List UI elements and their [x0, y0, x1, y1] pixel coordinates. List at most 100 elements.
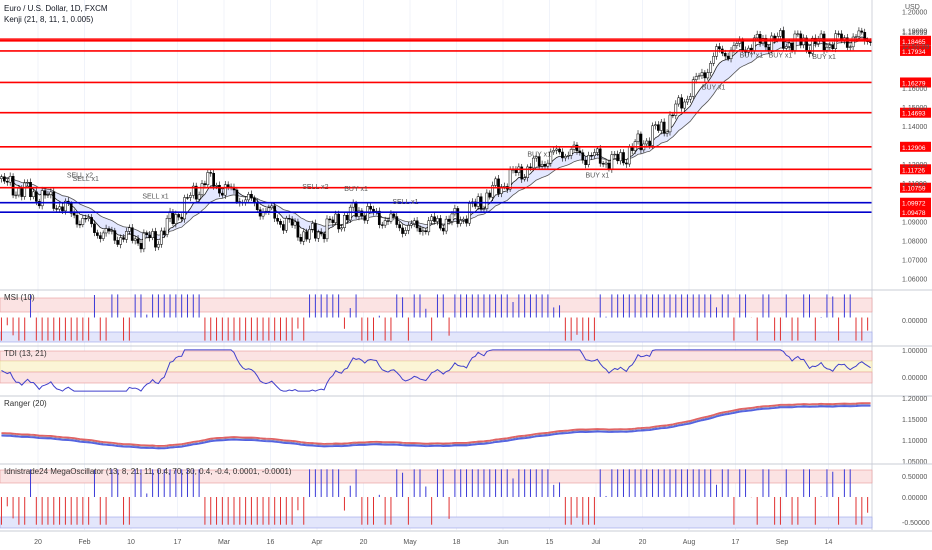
sell-signal-label: SELL x1	[142, 193, 168, 200]
candle-body	[328, 218, 332, 221]
candle-body	[319, 231, 323, 235]
candle-body	[14, 194, 18, 197]
candle-body	[784, 46, 788, 49]
candle-body	[691, 79, 695, 97]
msi-pane[interactable]	[0, 289, 932, 343]
time-tick-label: Sep	[776, 539, 789, 546]
candle-body	[497, 178, 500, 194]
candle-body	[430, 216, 433, 222]
candle-body	[107, 228, 111, 232]
candle-body	[441, 227, 445, 232]
candle-body	[718, 46, 721, 50]
buy-signal-label: BUY x1	[769, 52, 793, 59]
candle-body	[779, 30, 782, 37]
candle-body	[177, 214, 181, 218]
candle-body	[104, 228, 108, 234]
time-tick-label: Jun	[497, 539, 508, 546]
candle-body	[485, 192, 489, 210]
candle-body	[366, 206, 370, 221]
tdi-pane[interactable]	[0, 345, 932, 392]
candle-body	[119, 237, 122, 245]
candle-body	[415, 220, 419, 229]
candle-body	[151, 231, 154, 238]
candle-body	[421, 230, 425, 233]
candle-body	[837, 33, 840, 35]
sell-signal-label: SELL x2	[67, 172, 93, 179]
candle-body	[459, 220, 463, 224]
candle-body	[84, 218, 88, 220]
candle-body	[508, 169, 512, 190]
candle-body	[773, 35, 776, 41]
candle-body	[860, 30, 864, 33]
candle-body	[540, 163, 544, 167]
candle-body	[651, 125, 654, 146]
candle-body	[625, 162, 628, 165]
candle-body	[299, 237, 303, 242]
candle-body	[598, 148, 602, 164]
candle-body	[46, 194, 50, 196]
mega-pane[interactable]	[0, 463, 932, 529]
candle-body	[69, 203, 73, 214]
pane-band	[0, 297, 873, 313]
candle-body	[40, 190, 44, 207]
candle-body	[532, 157, 535, 169]
candle-body	[96, 232, 99, 236]
candle-body	[340, 227, 343, 230]
price-tag-label: 1.18465	[902, 39, 926, 46]
candle-body	[456, 208, 460, 224]
candle-body	[314, 223, 317, 239]
time-tick-label: 10	[127, 539, 135, 546]
candle-body	[380, 224, 384, 226]
price-tick-label: 1.14000	[902, 124, 927, 131]
candle-body	[595, 148, 599, 153]
candle-body	[665, 131, 669, 134]
candle-body	[180, 216, 184, 220]
candle-body	[831, 44, 835, 49]
candle-body	[622, 152, 625, 164]
candle-body	[639, 133, 643, 151]
candle-body	[697, 75, 701, 77]
candle-body	[203, 183, 207, 186]
candle-body	[686, 98, 689, 103]
candle-body	[29, 181, 32, 198]
candle-body	[709, 63, 713, 73]
candle-body	[154, 231, 157, 248]
candle-body	[407, 225, 410, 231]
ranger-tick-label: 1.05000	[902, 459, 927, 466]
candle-body	[136, 238, 140, 244]
candle-body	[465, 218, 468, 224]
price-tick-label: 1.06000	[902, 276, 927, 283]
price-tag-label: 1.10759	[902, 186, 926, 193]
candle-body	[657, 124, 660, 131]
candle-body	[32, 191, 35, 198]
candle-body	[770, 35, 774, 51]
candle-body	[331, 219, 335, 223]
candle-body	[206, 172, 210, 186]
candle-body	[81, 218, 85, 225]
price-tag-label: 1.12906	[902, 145, 926, 152]
candle-body	[444, 218, 448, 232]
candle-body	[776, 36, 779, 41]
time-tick-label: Jul	[592, 539, 601, 546]
candle-body	[790, 42, 794, 51]
ranger-band-line	[1, 405, 871, 450]
candle-body	[276, 218, 279, 222]
candle-body	[450, 213, 454, 222]
price-tag	[900, 107, 931, 118]
time-tick-label: 17	[174, 539, 182, 546]
candle-body	[197, 194, 201, 200]
pane-band	[0, 371, 873, 384]
price-axis[interactable]	[871, 0, 932, 550]
candle-body	[561, 151, 564, 159]
candle-body	[55, 208, 59, 210]
candle-body	[418, 227, 422, 233]
candle-body	[436, 218, 439, 222]
price-tag	[900, 141, 931, 152]
candle-body	[683, 101, 686, 109]
ranger-pane[interactable]	[0, 395, 932, 450]
candle-body	[302, 231, 306, 242]
candle-body	[311, 223, 314, 230]
candle-body	[610, 154, 614, 170]
candle-body	[171, 211, 175, 224]
